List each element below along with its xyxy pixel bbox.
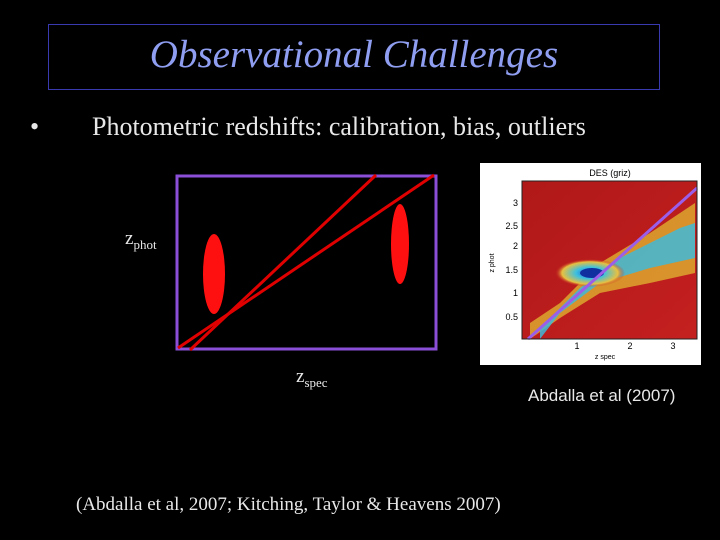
des-xlabel: z spec: [595, 354, 616, 361]
reference-citation: (Abdalla et al, 2007; Kitching, Taylor &…: [76, 494, 501, 515]
des-ytick-3: 3: [513, 198, 518, 208]
des-plot-core: [540, 223, 695, 339]
bullet-marker: •: [30, 112, 40, 141]
title-frame: [48, 24, 660, 90]
zphot-label: zphot: [125, 228, 157, 252]
des-ytick-0-5: 0.5: [505, 312, 518, 322]
zspec-label: zspec: [296, 366, 328, 390]
photoz-schematic-diagram: [175, 173, 438, 352]
diagram-line-steep: [188, 173, 378, 352]
des-xtick-1: 1: [574, 341, 579, 351]
des-ytick-2: 2: [513, 241, 518, 251]
des-ytick-2-5: 2.5: [505, 221, 518, 231]
bullet-text: Photometric redshifts: calibration, bias…: [92, 112, 586, 141]
des-plot-diagonal: [527, 186, 698, 341]
des-ytick-1: 1: [513, 288, 518, 298]
diagram-frame: [175, 174, 438, 351]
outlier-ellipse-right: [391, 204, 409, 284]
outlier-ellipse-left: [203, 234, 225, 314]
des-plot-title: DES (griz): [589, 168, 631, 178]
figure-caption: Abdalla et al (2007): [528, 386, 676, 405]
des-xtick-2: 2: [627, 341, 632, 351]
des-ytick-1-5: 1.5: [505, 265, 518, 275]
des-xtick-3: 3: [670, 341, 675, 351]
slide-title: Observational Challenges: [149, 33, 559, 76]
des-ylabel: z phot: [489, 253, 496, 272]
des-plot-frame: [521, 180, 698, 340]
des-density-plot: DES (griz) 3 2.5 2 1.5 1 0.5 1 2 3 z pho…: [480, 163, 701, 365]
diagram-line-shallow: [177, 173, 435, 350]
